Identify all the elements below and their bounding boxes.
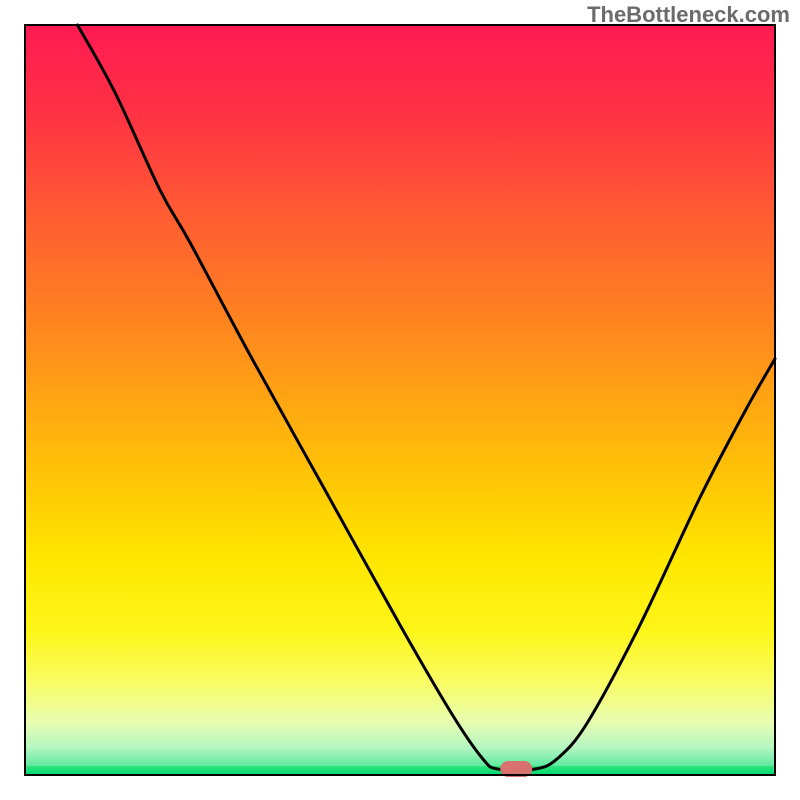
watermark-text: TheBottleneck.com: [587, 2, 790, 28]
chart-container: TheBottleneck.com: [0, 0, 800, 800]
gradient-background: [25, 25, 775, 766]
bottleneck-chart: [0, 0, 800, 800]
bottom-band: [25, 766, 775, 775]
